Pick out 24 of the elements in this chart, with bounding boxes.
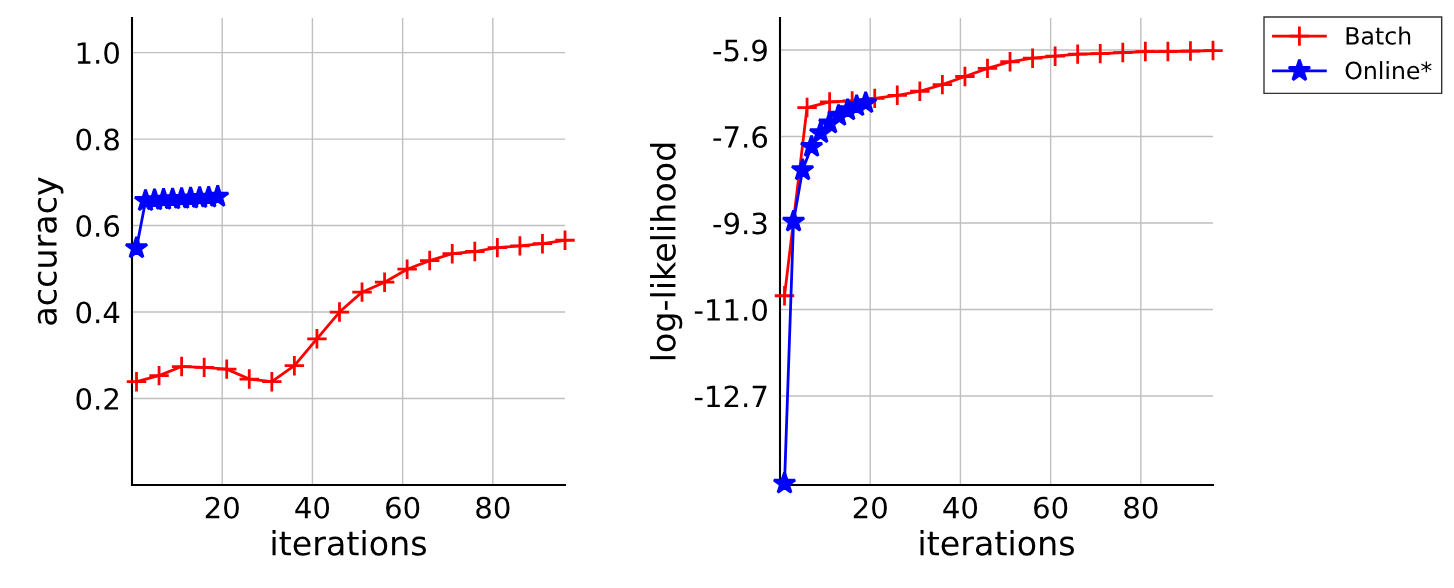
y-tick-label: 0.4 — [76, 301, 120, 324]
x-tick-label: 40 — [295, 496, 330, 519]
x-tick-label: 60 — [386, 496, 420, 519]
x-tick-label: 80 — [476, 496, 510, 519]
y-tick-label: -7.6 — [713, 125, 768, 149]
y-tick-label: 0.8 — [76, 128, 119, 151]
legend-label: Online* — [1345, 61, 1432, 80]
y-tick-label: 1.0 — [77, 42, 119, 65]
x-axis-title: iterations — [920, 529, 1074, 556]
x-axis-title: iterations — [272, 529, 426, 556]
y-tick-label: -12.7 — [694, 385, 767, 408]
y-tick-label: -5.9 — [713, 39, 767, 62]
y-axis-title: accuracy — [37, 177, 64, 325]
y-tick-label: -11.0 — [694, 298, 767, 321]
x-tick-label: 20 — [853, 496, 887, 519]
x-tick-label: 60 — [1034, 496, 1068, 519]
x-tick-label: 20 — [205, 496, 239, 519]
y-axis-title: log-likelihood — [650, 143, 683, 360]
x-tick-label: 40 — [943, 496, 978, 519]
y-tick-label: 0.2 — [76, 387, 118, 411]
y-tick-label: 0.6 — [76, 214, 120, 238]
y-tick-label: -9.3 — [713, 212, 767, 235]
x-tick-label: 80 — [1124, 496, 1158, 519]
legend-label: Batch — [1346, 26, 1411, 45]
